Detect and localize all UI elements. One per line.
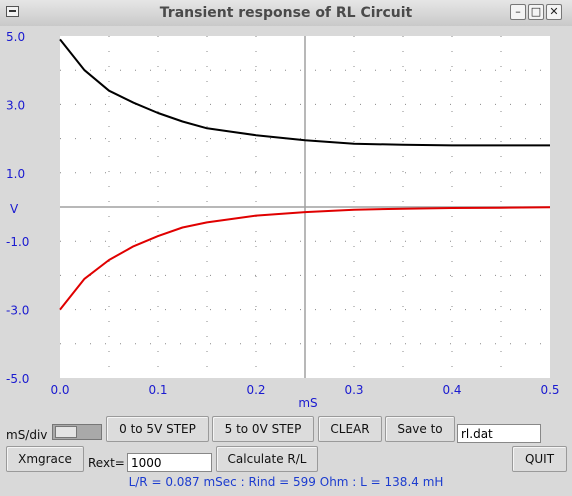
curves — [59, 38, 551, 311]
series-line-upper — [59, 38, 550, 147]
clear-button[interactable]: CLEAR — [318, 416, 382, 442]
rext-input[interactable] — [127, 453, 212, 472]
rext-label: Rext= — [88, 456, 125, 470]
status-result: L/R = 0.087 mSec : Rind = 599 Ohm : L = … — [128, 475, 444, 489]
save-to-button[interactable]: Save to — [385, 416, 455, 442]
plot-canvas: 5.0 3.0 1.0 -1.0 -3.0 -5.0 0.0 0.1 0.2 0.3 0.4 0.5… — [0, 26, 572, 416]
xmgrace-button[interactable]: Xmgrace — [6, 446, 84, 472]
step-up-button[interactable]: 0 to 5V STEP — [106, 416, 209, 442]
maximize-icon[interactable]: □ — [528, 4, 544, 20]
x-tick-label: 0.4 — [442, 383, 461, 397]
y-tick-labels: 5.0 3.0 1.0 -1.0 -3.0 -5.0 — [6, 30, 29, 386]
quit-button[interactable]: QUIT — [512, 446, 567, 472]
x-tick-labels: 0.0 0.1 0.2 0.3 0.4 0.5 — [50, 383, 559, 397]
close-icon[interactable]: ✕ — [546, 4, 562, 20]
minimize-icon[interactable]: – — [510, 4, 526, 20]
y-tick-label: 1.0 — [6, 167, 25, 181]
x-tick-label: 0.0 — [50, 383, 69, 397]
y-tick-label: -3.0 — [6, 304, 29, 318]
ms-div-label: mS/div — [6, 428, 48, 442]
calculate-rl-button[interactable]: Calculate R/L — [216, 446, 318, 472]
y-tick-label: 5.0 — [6, 30, 25, 44]
x-axis-label: mS — [298, 396, 317, 410]
series-line-lower — [59, 206, 551, 311]
window-title: Transient response of RL Circuit — [159, 5, 413, 21]
slider-handle[interactable] — [55, 426, 77, 438]
window-menu-icon[interactable] — [6, 6, 19, 17]
y-axis-label: V — [10, 202, 19, 216]
title-bar: Transient response of RL Circuit – □ ✕ — [0, 0, 572, 27]
x-tick-label: 0.1 — [148, 383, 167, 397]
ms-div-slider[interactable] — [52, 424, 102, 440]
x-tick-label: 0.3 — [344, 383, 363, 397]
y-tick-label: -1.0 — [6, 235, 29, 249]
y-tick-label: 3.0 — [6, 98, 25, 112]
x-tick-label: 0.5 — [540, 383, 559, 397]
step-down-button[interactable]: 5 to 0V STEP — [212, 416, 314, 442]
filename-input[interactable] — [457, 424, 541, 443]
x-tick-label: 0.2 — [246, 383, 265, 397]
y-tick-label: -5.0 — [6, 372, 29, 386]
